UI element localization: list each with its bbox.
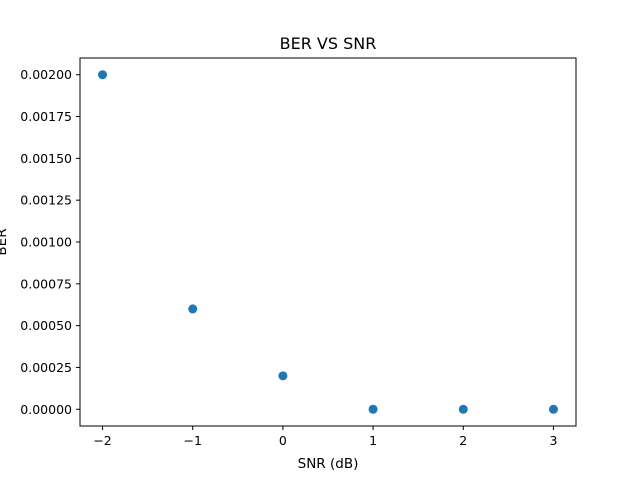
y-tick-label: 0.00100 (20, 235, 72, 250)
scatter-points (98, 70, 558, 414)
x-tick-label: 3 (549, 433, 557, 448)
x-axis-label: SNR (dB) (298, 456, 359, 472)
y-tick-label: 0.00000 (20, 402, 72, 417)
chart-title: BER VS SNR (280, 34, 377, 53)
y-tick-label: 0.00200 (20, 67, 72, 82)
x-tick-label: −2 (93, 433, 111, 448)
y-axis-ticks: 0.00000 0.00025 0.00050 0.00075 0.00100 0.001… (20, 67, 80, 417)
y-tick-label: 0.00025 (20, 360, 72, 375)
data-point (278, 371, 288, 381)
y-tick-label: 0.00175 (20, 109, 72, 124)
data-point (368, 404, 378, 414)
x-tick-label: 2 (459, 433, 467, 448)
plot-frame (79, 57, 577, 427)
y-tick-label: 0.00050 (20, 318, 72, 333)
data-point (98, 70, 108, 80)
data-point (458, 404, 468, 414)
y-tick-label: 0.00075 (20, 276, 72, 291)
y-tick-label: 0.00125 (20, 193, 72, 208)
data-point (548, 404, 558, 414)
x-tick-label: −1 (184, 433, 202, 448)
data-point (188, 304, 198, 314)
x-tick-label: 0 (279, 433, 287, 448)
y-axis-label: BER (0, 228, 10, 255)
x-tick-label: 1 (369, 433, 377, 448)
x-axis-ticks: −2 −1 0 1 2 3 (93, 426, 557, 448)
y-tick-label: 0.00150 (20, 151, 72, 166)
